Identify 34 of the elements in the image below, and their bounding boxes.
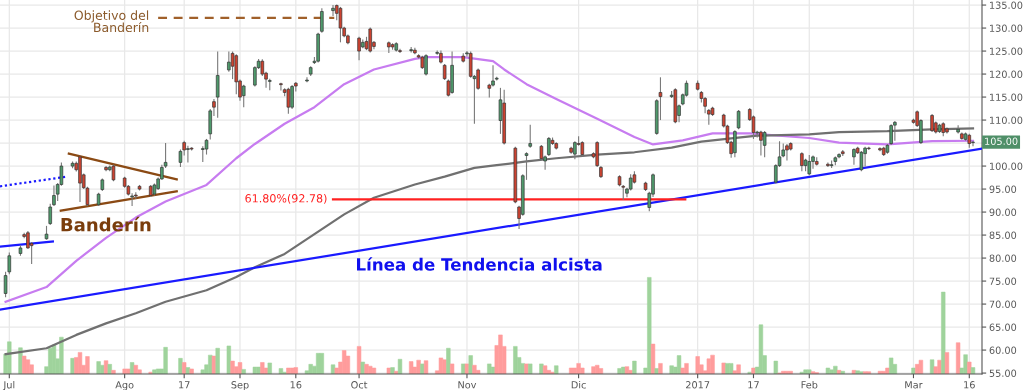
x-tick-label: Nov <box>458 381 477 389</box>
y-tick-label: 90.00 <box>989 208 1017 216</box>
y-tick-label: 100.00 <box>990 162 1023 170</box>
annotation: Objetivo del Banderín <box>74 10 149 33</box>
x-tick-label: Ago <box>115 381 134 390</box>
y-tick-label: 110.00 <box>990 116 1023 124</box>
x-tick-label: 17 <box>179 381 190 389</box>
annotation: Banderín <box>61 216 151 232</box>
x-tick-label: Feb <box>801 380 818 389</box>
x-tick-label: Sep <box>231 381 249 390</box>
y-tick-label: 85.00 <box>989 231 1017 239</box>
y-tick-label: 80.00 <box>989 254 1017 262</box>
x-tick-label: Jul <box>2 380 15 390</box>
x-tick-label: 2017 <box>686 381 710 389</box>
y-tick-label: 130.00 <box>990 24 1023 32</box>
y-tick-label: 115.00 <box>990 93 1023 101</box>
y-tick-label: 75.00 <box>989 277 1017 285</box>
x-tick-label: 17 <box>748 381 759 389</box>
y-tick-label: 60.00 <box>989 346 1017 354</box>
text: 105.00 <box>985 137 1018 145</box>
y-tick-label: 135.00 <box>990 1 1023 9</box>
x-tick-label: Oct <box>351 381 368 389</box>
annotation: Línea de Tendencia alcista <box>357 257 602 271</box>
x-tick-label: 16 <box>964 381 975 389</box>
series-label: 61.80%(92.78) <box>245 193 327 204</box>
y-tick-label: 65.00 <box>989 323 1017 331</box>
x-tick-label: Dic <box>571 380 586 389</box>
y-tick-label: 120.00 <box>990 70 1023 78</box>
x-tick-label: Mar <box>905 381 923 389</box>
x-tick-label: 16 <box>290 381 302 389</box>
y-tick-label: 55.00 <box>989 369 1017 377</box>
y-tick-label: 95.00 <box>989 185 1017 193</box>
y-tick-label: 125.00 <box>990 47 1023 55</box>
y-tick-label: 70.00 <box>989 300 1017 308</box>
